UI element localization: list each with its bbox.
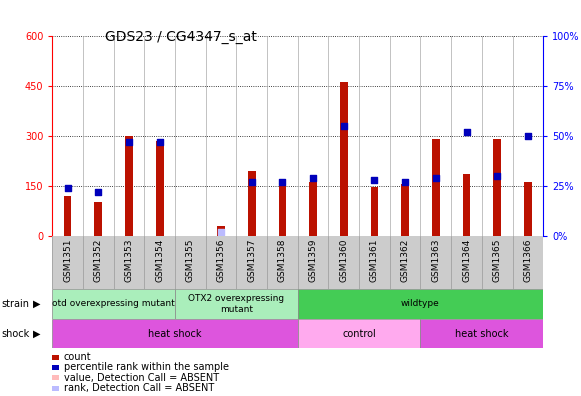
Text: wildtype: wildtype <box>401 299 440 308</box>
Bar <box>297 289 543 319</box>
Text: GSM1351: GSM1351 <box>63 238 72 282</box>
Bar <box>125 135 133 236</box>
Bar <box>248 171 256 236</box>
Bar <box>432 139 440 236</box>
Point <box>278 179 287 185</box>
Text: GSM1358: GSM1358 <box>278 238 287 282</box>
Text: heat shock: heat shock <box>148 329 202 339</box>
Bar <box>175 289 297 319</box>
Bar <box>462 174 471 236</box>
Bar <box>278 184 286 236</box>
Text: GSM1353: GSM1353 <box>124 238 134 282</box>
Text: percentile rank within the sample: percentile rank within the sample <box>64 362 229 373</box>
Bar <box>340 82 347 236</box>
Point <box>370 177 379 183</box>
Text: GSM1363: GSM1363 <box>431 238 440 282</box>
Point <box>462 128 471 135</box>
Point <box>124 139 134 145</box>
Point <box>247 179 256 185</box>
Point <box>339 122 349 129</box>
Bar <box>401 184 409 236</box>
Point <box>431 175 440 181</box>
Point <box>493 172 502 179</box>
Bar <box>52 289 175 319</box>
Text: GSM1355: GSM1355 <box>186 238 195 282</box>
Text: ▶: ▶ <box>33 329 40 339</box>
Text: GSM1362: GSM1362 <box>401 238 410 282</box>
Point <box>216 228 225 235</box>
Text: shock: shock <box>2 329 30 339</box>
Text: heat shock: heat shock <box>455 329 508 339</box>
Text: GSM1354: GSM1354 <box>155 238 164 282</box>
Text: strain: strain <box>2 299 30 309</box>
Text: otd overexpressing mutant: otd overexpressing mutant <box>52 299 175 308</box>
Text: GDS23 / CG4347_s_at: GDS23 / CG4347_s_at <box>105 30 256 44</box>
Text: GSM1356: GSM1356 <box>217 238 225 282</box>
Text: rank, Detection Call = ABSENT: rank, Detection Call = ABSENT <box>64 383 214 393</box>
Text: value, Detection Call = ABSENT: value, Detection Call = ABSENT <box>64 373 219 383</box>
Bar <box>524 182 532 236</box>
Point <box>94 188 103 195</box>
Bar <box>156 141 163 236</box>
Point <box>309 175 318 181</box>
Point <box>155 139 164 145</box>
Bar <box>309 182 317 236</box>
Point <box>63 185 72 191</box>
Bar <box>371 187 378 236</box>
Bar <box>52 319 297 348</box>
Bar <box>64 196 71 236</box>
Bar <box>493 139 501 236</box>
Text: GSM1366: GSM1366 <box>523 238 532 282</box>
Bar <box>297 319 421 348</box>
Text: GSM1352: GSM1352 <box>94 238 103 282</box>
Text: ▶: ▶ <box>33 299 40 309</box>
Text: GSM1365: GSM1365 <box>493 238 502 282</box>
Text: control: control <box>342 329 376 339</box>
Text: OTX2 overexpressing
mutant: OTX2 overexpressing mutant <box>188 294 285 314</box>
Text: GSM1364: GSM1364 <box>462 238 471 282</box>
Text: GSM1357: GSM1357 <box>248 238 256 282</box>
Text: count: count <box>64 352 92 362</box>
Bar <box>95 202 102 236</box>
Text: GSM1361: GSM1361 <box>370 238 379 282</box>
Bar <box>421 319 543 348</box>
Point <box>400 179 410 185</box>
Bar <box>217 226 225 236</box>
Text: GSM1360: GSM1360 <box>339 238 348 282</box>
Text: GSM1359: GSM1359 <box>309 238 318 282</box>
Point <box>523 132 533 139</box>
